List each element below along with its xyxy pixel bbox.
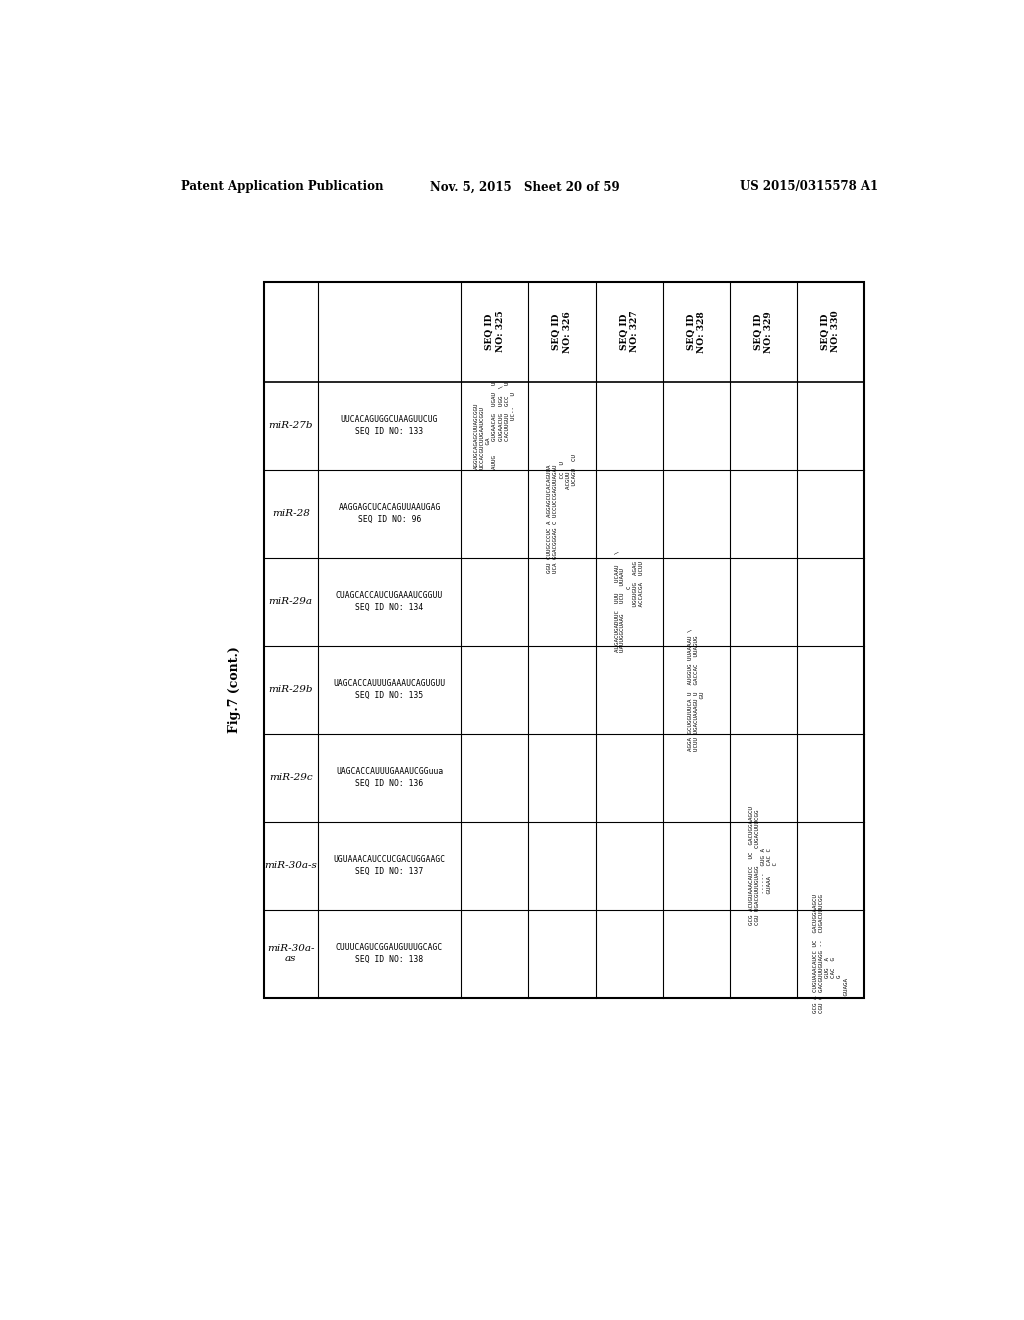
Text: CUAGCACCAUCUGAAAUCGGUU
SEQ ID NO: 134: CUAGCACCAUCUGAAAUCGGUU SEQ ID NO: 134 — [336, 591, 443, 612]
Text: AGGUGCAGAGCUUAGCGGU
UCCACGUCUUGAAUCGGU
       GA
AUUG    GUGAACAG  UGAU  U
     : AGGUGCAGAGCUUAGCGGU UCCACGUCUUGAAUCGGU G… — [474, 381, 516, 470]
Text: AAGGAGCUCACAGUUAAUGAG
SEQ ID NO: 96: AAGGAGCUCACAGUUAAUGAG SEQ ID NO: 96 — [338, 503, 440, 524]
Text: GGU CUUGCCCUC A AGGAGCUCACAGUUA
UCA GGACGGGAG C UCCUCCGAGUUAGAU
                : GGU CUUGCCCUC A AGGAGCUCACAGUUA UCA GGAC… — [547, 454, 577, 573]
Text: miR-29b: miR-29b — [268, 685, 313, 694]
Text: SEQ ID
NO: 327: SEQ ID NO: 327 — [620, 310, 639, 352]
Text: AGGA GCUGGUUUCA U  AUGGUG UUAAAAU \
UCUU UGACUAAAGU U  GACCAC  UUAGUG
          : AGGA GCUGGUUUCA U AUGGUG UUAAAAU \ UCUU … — [688, 628, 706, 751]
Text: miR-30a-
as: miR-30a- as — [267, 944, 314, 964]
Text: SEQ ID
NO: 326: SEQ ID NO: 326 — [552, 310, 571, 352]
Text: GCG ACUGUAAACAUCC  UC  GACUGGAAGCU
CGU UGACGUUUGUAGG     CUGACUUUCGG
         --: GCG ACUGUAAACAUCC UC GACUGGAAGCU CGU UGA… — [749, 807, 778, 925]
Bar — [263, 281, 864, 998]
Text: miR-29c: miR-29c — [269, 774, 312, 783]
Text: GCG A CUGUAAACAUCC UC  GACUGGAAGCU
CGU C GACGUUUGUAGG --  CUGACUUUCGG
          : GCG A CUGUAAACAUCC UC GACUGGAAGCU CGU C … — [813, 894, 849, 1014]
Text: Patent Application Publication: Patent Application Publication — [180, 181, 383, 194]
Text: SEQ ID
NO: 330: SEQ ID NO: 330 — [821, 310, 841, 352]
Text: SEQ ID
NO: 329: SEQ ID NO: 329 — [754, 310, 773, 352]
Text: UUCACAGUGGCUAAGUUCUG
SEQ ID NO: 133: UUCACAGUGGCUAAGUUCUG SEQ ID NO: 133 — [341, 416, 438, 436]
Text: Fig.7 (cont.): Fig.7 (cont.) — [227, 647, 241, 733]
Text: UGUAAACAUCCUCGACUGGAAGC
SEQ ID NO: 137: UGUAAACAUCCUCGACUGGAAGC SEQ ID NO: 137 — [334, 855, 445, 876]
Text: Nov. 5, 2015   Sheet 20 of 59: Nov. 5, 2015 Sheet 20 of 59 — [430, 181, 620, 194]
Text: miR-28: miR-28 — [271, 510, 309, 519]
Text: US 2015/0315578 A1: US 2015/0315578 A1 — [740, 181, 879, 194]
Text: CUUUCAGUCGGAUGUUUGCAGC
SEQ ID NO: 138: CUUUCAGUCGGAUGUUUGCAGC SEQ ID NO: 138 — [336, 944, 443, 964]
Text: UAGCACCAUUUGAAAUCGGuua
SEQ ID NO: 136: UAGCACCAUUUGAAAUCGGuua SEQ ID NO: 136 — [336, 767, 443, 788]
Text: miR-27b: miR-27b — [268, 421, 313, 430]
Text: UAGCACCAUUUGAAAUCAGUGUU
SEQ ID NO: 135: UAGCACCAUUUGAAAUCAGUGUU SEQ ID NO: 135 — [334, 680, 445, 700]
Text: SEQ ID
NO: 328: SEQ ID NO: 328 — [687, 310, 706, 352]
Text: miR-30a-s: miR-30a-s — [264, 861, 317, 870]
Text: SEQ ID
NO: 325: SEQ ID NO: 325 — [485, 310, 505, 352]
Text: AUGACUGADUUC  UUU   UCAAU   \
UAUUGGCUAAG   UCU  UUAAU
                  C
     : AUGACUGADUUC UUU UCAAU \ UAUUGGCUAAG UCU… — [614, 550, 644, 652]
Text: miR-29a: miR-29a — [268, 597, 312, 606]
